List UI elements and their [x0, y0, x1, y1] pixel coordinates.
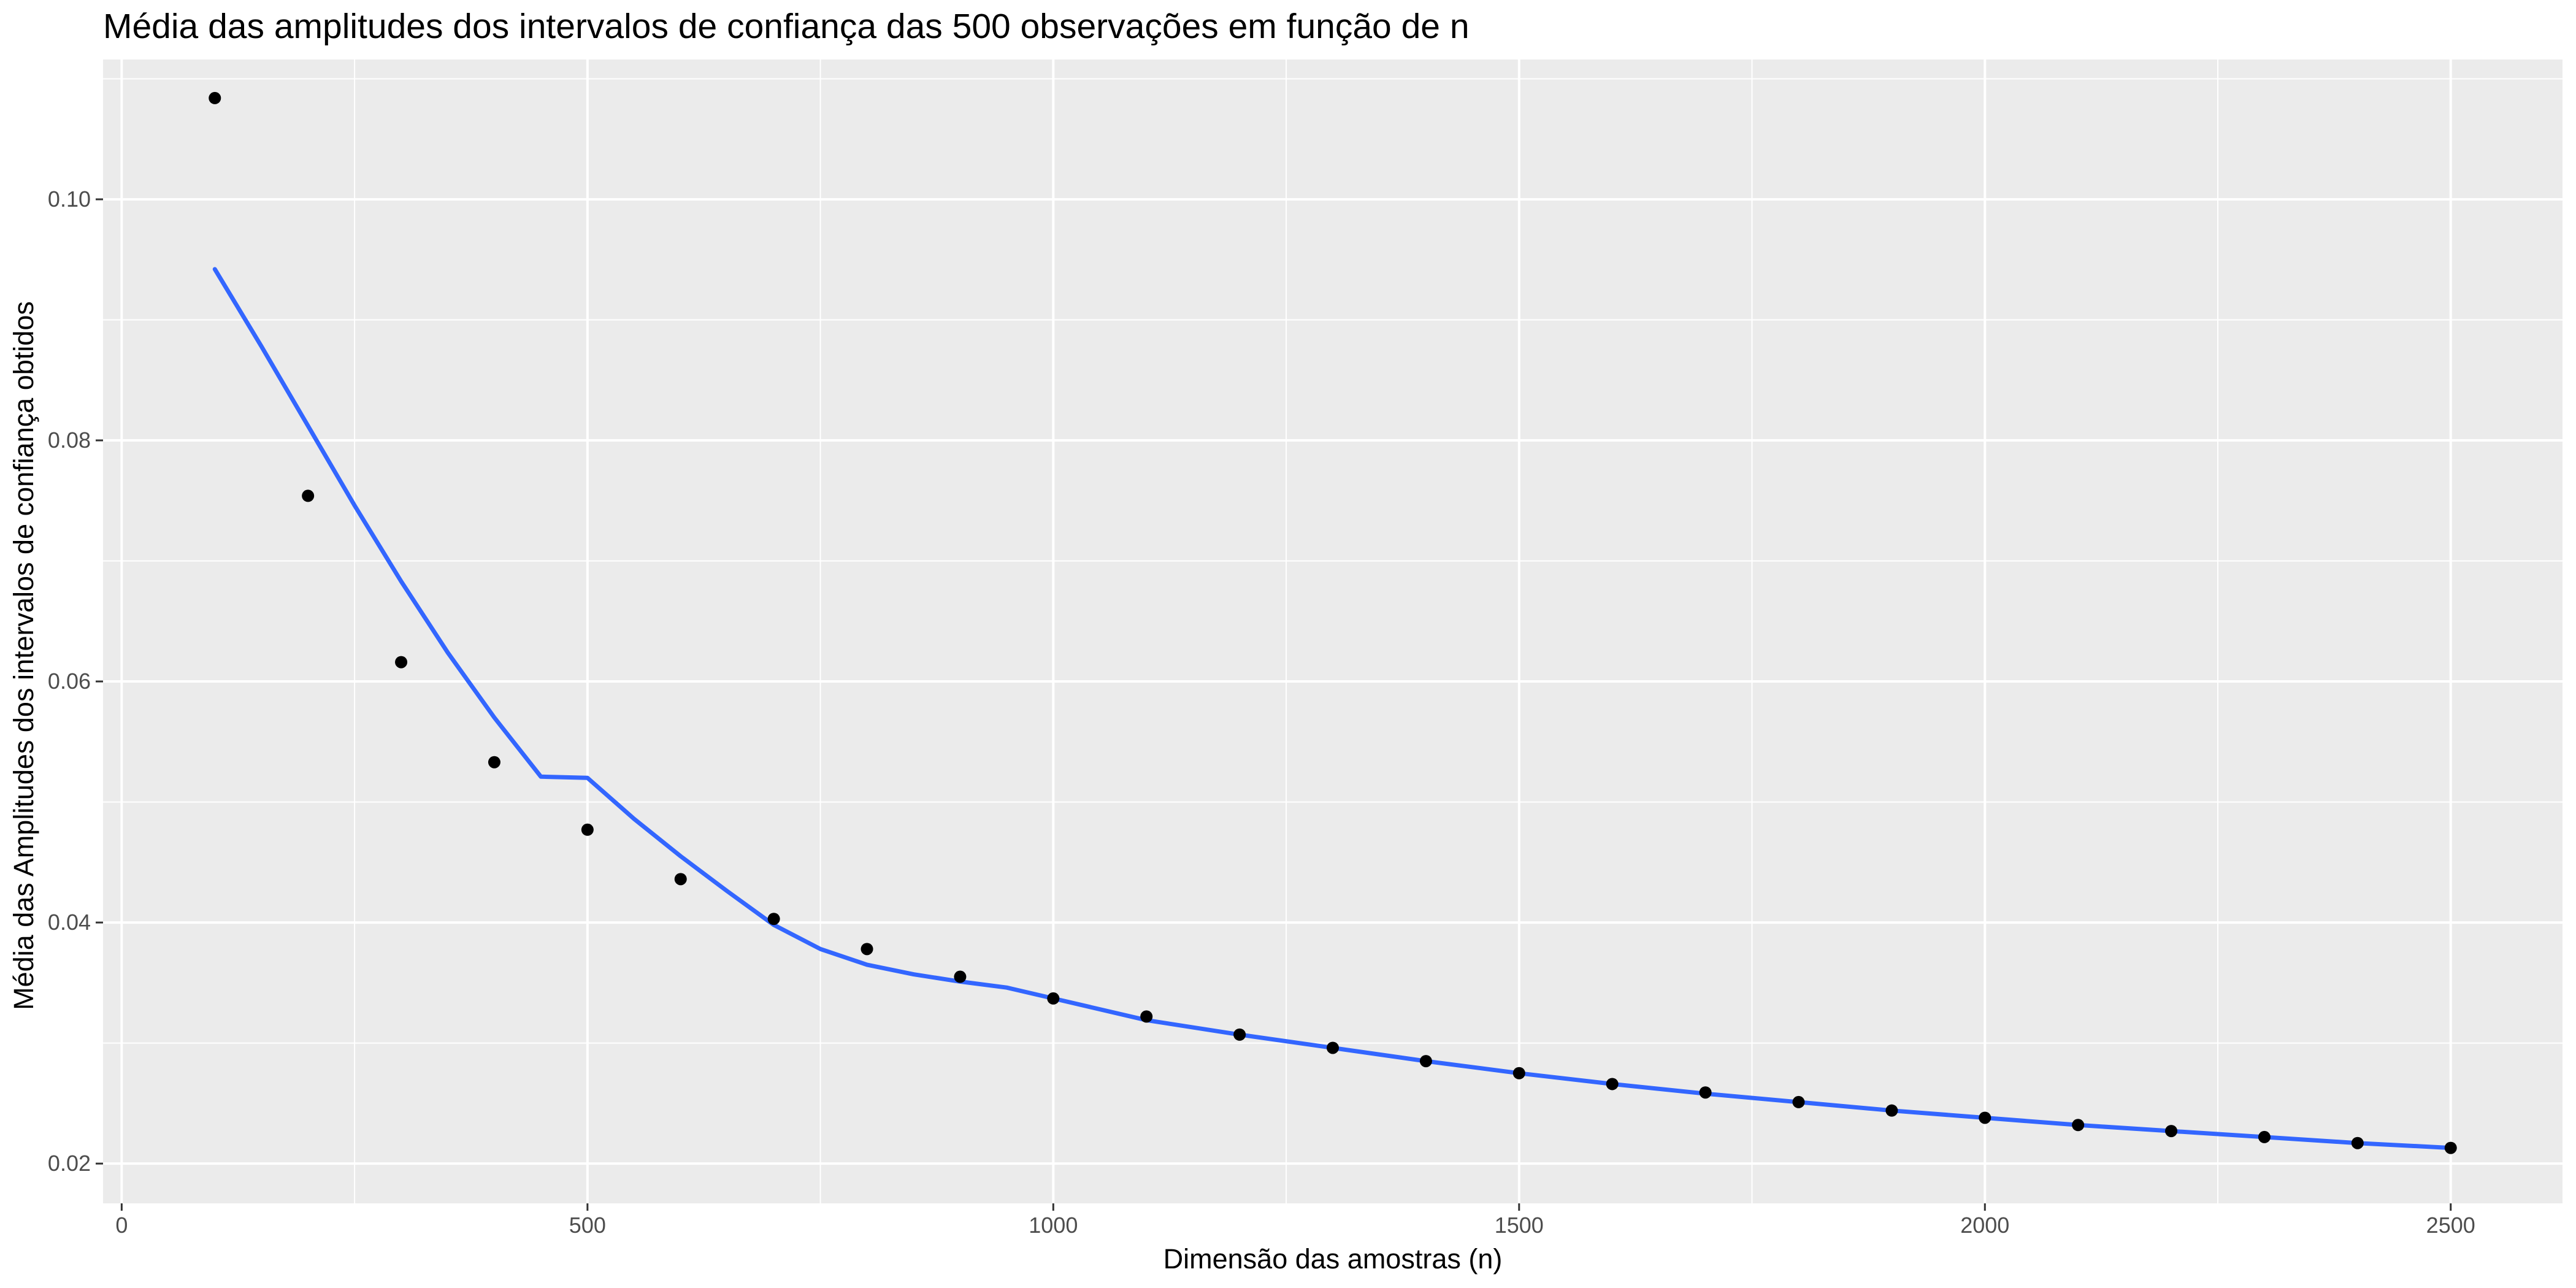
x-tick-label: 500	[569, 1213, 606, 1238]
data-point	[1047, 992, 1060, 1005]
data-point	[1979, 1111, 1991, 1124]
data-point	[2258, 1130, 2271, 1143]
y-axis: 0.02 0.04 0.06 0.08 0.10	[48, 186, 103, 1176]
data-point	[488, 756, 500, 769]
data-point	[1885, 1104, 1898, 1117]
data-point	[1419, 1055, 1432, 1068]
plot-panel	[103, 59, 2563, 1203]
data-points	[209, 91, 2457, 1154]
x-axis: 0 500 1000 1500 2000 2500	[115, 1203, 2475, 1238]
data-point	[395, 656, 408, 669]
y-tick-label: 0.10	[48, 186, 91, 212]
y-tick-label: 0.08	[48, 427, 91, 453]
data-point	[1699, 1086, 1712, 1099]
x-tick-label: 0	[115, 1213, 128, 1238]
x-tick-label: 2500	[2426, 1213, 2475, 1238]
data-point	[2444, 1141, 2457, 1154]
x-tick-label: 1000	[1029, 1213, 1078, 1238]
y-tick-label: 0.06	[48, 669, 91, 694]
data-point	[2351, 1137, 2364, 1149]
x-tick-label: 2000	[1960, 1213, 2009, 1238]
data-point	[674, 873, 687, 886]
data-point	[1606, 1078, 1619, 1091]
data-point	[1233, 1028, 1246, 1041]
major-gridlines	[103, 59, 2563, 1203]
data-point	[1140, 1010, 1153, 1023]
data-point	[767, 913, 780, 926]
smooth-trend-line	[212, 267, 2453, 1151]
data-point	[1512, 1067, 1525, 1079]
data-point	[209, 91, 221, 104]
y-axis-title: Média das Amplitudes dos intervalos de c…	[8, 301, 39, 1010]
x-tick-label: 1500	[1495, 1213, 1544, 1238]
y-tick-label: 0.04	[48, 910, 91, 935]
data-point	[302, 489, 315, 502]
chart-title: Média das amplitudes dos intervalos de c…	[103, 7, 1470, 46]
x-axis-title: Dimensão das amostras (n)	[1163, 1243, 1503, 1275]
data-point	[1327, 1041, 1339, 1054]
data-point	[1792, 1095, 1805, 1108]
data-point	[954, 970, 967, 983]
data-point	[2165, 1125, 2178, 1138]
data-point	[861, 943, 873, 956]
data-point	[2072, 1119, 2085, 1132]
y-tick-label: 0.02	[48, 1151, 91, 1176]
data-point	[581, 823, 594, 836]
